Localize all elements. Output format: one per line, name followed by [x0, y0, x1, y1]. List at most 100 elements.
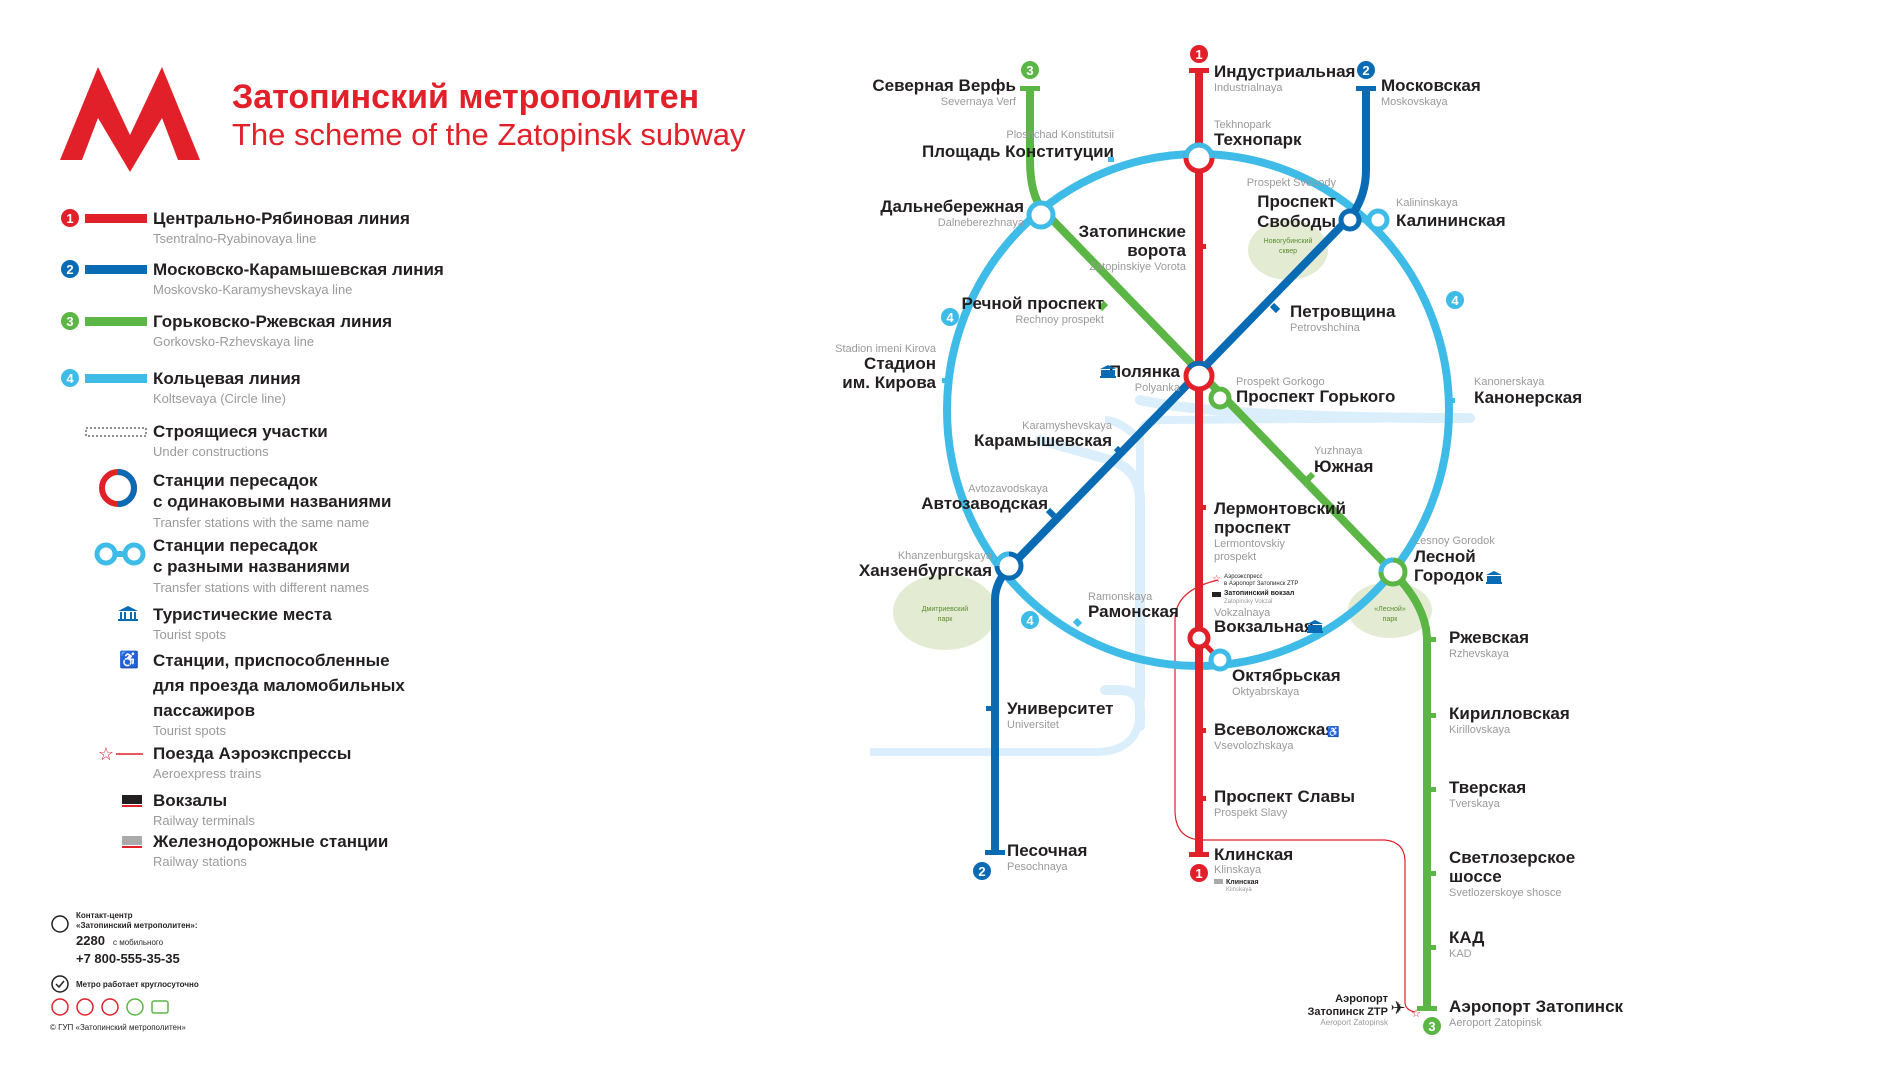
station-aeroport-zatopinsk-en: Aeroport Zatopinsk — [1449, 1017, 1542, 1029]
station-khanzenburgskaya[interactable]: Ханзенбургская — [859, 561, 992, 580]
station-prospekt-gorkogo[interactable]: Проспект Горького — [1236, 387, 1395, 406]
station-tverskaya[interactable]: Тверская — [1449, 778, 1526, 797]
railway-terminal-icon — [122, 795, 142, 807]
station-stadion-2[interactable]: им. Кирова — [842, 373, 936, 392]
station-prospekt-svobody-2[interactable]: Свободы — [1257, 212, 1336, 231]
station-svetlozerskoe-2[interactable]: шоссе — [1449, 867, 1502, 886]
station-oktyabrskaya-en: Oktyabrskaya — [1232, 686, 1300, 698]
station-kirillovskaya[interactable]: Кирилловская — [1449, 704, 1570, 723]
station-zatopinskie-vorota-2[interactable]: ворота — [1127, 241, 1186, 260]
station-aeroport-zatopinsk[interactable]: Аэропорт Затопинск — [1449, 997, 1624, 1016]
station-karamyshevskaya[interactable]: Карамышевская — [974, 431, 1112, 450]
park-dmitrievsky-label: Дмитриевский — [922, 605, 968, 613]
legend-line-4-ru: Кольцевая линия — [153, 369, 301, 388]
node-kalininskaya[interactable] — [1366, 208, 1390, 232]
station-prospekt-svobody-1[interactable]: Проспект — [1257, 192, 1336, 211]
line-2-badge-icon — [61, 260, 79, 278]
legend-aeroexpress-en: Aeroexpress trains — [153, 766, 262, 781]
station-avtozavodskaya[interactable]: Автозаводская — [921, 494, 1048, 513]
tourist-icon — [1307, 620, 1323, 633]
line-2-track — [991, 88, 1370, 852]
tick-yuzhnaya — [1304, 471, 1316, 483]
legend-line-2-ru: Московско-Карамышевская линия — [153, 260, 444, 279]
station-rechnoy-en: Rechnoy prospekt — [1015, 314, 1104, 326]
station-ploshchad-konstitutsii[interactable]: Площадь Конституции — [922, 142, 1114, 161]
line-3-badge-north-icon — [1021, 61, 1039, 79]
legend-under-construction-ru: Строящиеся участки — [153, 422, 328, 441]
legend-aeroexpress-ru: Поезда Аэроэкспрессы — [153, 744, 351, 763]
line-1-south-terminus — [1189, 852, 1209, 857]
station-ramonskaya[interactable]: Рамонская — [1088, 602, 1179, 621]
station-klinskaya-en: Klinskaya — [1214, 864, 1262, 876]
legend-rail-stations-en: Railway stations — [153, 854, 247, 869]
station-lesnoy-gorodok-2[interactable]: Городок — [1414, 566, 1484, 585]
station-yuzhnaya[interactable]: Южная — [1314, 457, 1373, 476]
station-klinskaya[interactable]: Клинская — [1214, 845, 1293, 864]
under-construction-swatch — [85, 427, 147, 437]
station-rzhevskaya-en: Rzhevskaya — [1449, 648, 1510, 660]
legend-accessible-en: Tourist spots — [153, 723, 226, 738]
node-oktyabrskaya[interactable] — [1208, 648, 1232, 672]
copyright: © ГУП «Затопинский метрополитен» — [50, 1023, 186, 1032]
node-vokzalnaya[interactable] — [1187, 626, 1211, 650]
station-ticks — [942, 157, 1455, 950]
station-zatopinskie-vorota-1[interactable]: Затопинские — [1079, 222, 1186, 241]
legend-transfer-same-en: Transfer stations with the same name — [153, 515, 369, 530]
tick-lermontovsky — [1199, 505, 1206, 510]
tick-kanonerskaya — [1449, 398, 1455, 403]
station-labels: Индустриальная Industrialnaya Tekhnopark… — [835, 62, 1623, 1029]
line-3-north-terminus — [1020, 86, 1040, 91]
node-prospekt-gorkogo[interactable] — [1208, 386, 1232, 410]
station-pesochnaya[interactable]: Песочная — [1007, 841, 1087, 860]
station-universitet[interactable]: Университет — [1007, 699, 1114, 718]
legend-transfer-same-ru1: Станции пересадок — [153, 471, 318, 490]
station-lesnoy-gorodok-en: Lesnoy Gorodok — [1414, 535, 1495, 547]
station-polyanka[interactable]: Полянка — [1109, 362, 1181, 381]
tick-karamyshevskaya — [1113, 445, 1125, 457]
aeroexpress-note-2: в Аэропорт Затопинск ZTP — [1224, 581, 1298, 587]
station-oktyabrskaya[interactable]: Октябрьская — [1232, 666, 1341, 685]
station-petrovshchina[interactable]: Петровщина — [1290, 302, 1396, 321]
radiation-icon — [126, 998, 144, 1016]
phone-icon — [51, 915, 69, 933]
station-kalininskaya[interactable]: Калининская — [1396, 211, 1506, 230]
line-3-badge-icon — [61, 312, 79, 330]
railway-station-icon — [1214, 879, 1223, 884]
legend-line-1-number: 1 — [66, 211, 73, 226]
station-kanonerskaya-en: Kanonerskaya — [1474, 376, 1545, 388]
station-kad[interactable]: КАД — [1449, 928, 1484, 947]
station-yuzhnaya-en: Yuzhnaya — [1314, 445, 1363, 457]
station-tekhnopark[interactable]: Технопарк — [1214, 130, 1302, 149]
station-kalininskaya-en: Kalininskaya — [1396, 197, 1459, 209]
station-severnaya-verf[interactable]: Северная Верфь — [872, 76, 1016, 95]
node-prospekt-svobody[interactable] — [1338, 208, 1362, 232]
node-dalneberezhnaya[interactable] — [1026, 200, 1056, 230]
legend-line-3-swatch — [85, 317, 147, 326]
station-ploshchad-konstitutsii-en: Ploshchad Konstitutsii — [1006, 129, 1114, 141]
station-industrialnaya[interactable]: Индустриальная — [1214, 62, 1355, 81]
line-badges: 1 1 2 2 3 3 4 4 4 — [941, 45, 1464, 1035]
station-vsevolozhskaya[interactable]: Всеволожская — [1214, 720, 1335, 739]
line-1-north-terminus — [1189, 68, 1209, 73]
legend-line-4-number: 4 — [66, 371, 74, 386]
station-zatopinskie-vorota-en: Zatopinskiye Vorota — [1089, 261, 1186, 273]
no-food-icon — [76, 998, 94, 1016]
station-stadion-1[interactable]: Стадион — [864, 354, 936, 373]
station-rzhevskaya[interactable]: Ржевская — [1449, 628, 1529, 647]
station-svetlozerskoe-1[interactable]: Светлозерское — [1449, 848, 1575, 867]
station-prospekt-slavy[interactable]: Проспект Славы — [1214, 787, 1355, 806]
station-rechnoy[interactable]: Речной проспект — [962, 294, 1104, 313]
station-moskovskaya[interactable]: Московская — [1381, 76, 1481, 95]
station-vokzalnaya[interactable]: Вокзальная — [1214, 617, 1314, 636]
line-4-badge-west-num: 4 — [946, 310, 954, 325]
line-3-badge-south-num: 3 — [1428, 1019, 1435, 1034]
tick-petrovshchina — [1269, 302, 1281, 314]
station-lesnoy-gorodok-1[interactable]: Лесной — [1414, 547, 1476, 566]
station-kanonerskaya[interactable]: Канонерская — [1474, 388, 1582, 407]
station-svetlozerskoe-en: Svetlozerskoye shosce — [1449, 887, 1562, 899]
line-2-north-terminus — [1356, 86, 1376, 91]
station-lermontovsky-2[interactable]: проспект — [1214, 518, 1291, 537]
station-lermontovsky-1[interactable]: Лермонтовский — [1214, 499, 1346, 518]
station-dalneberezhnaya[interactable]: Дальнебережная — [880, 197, 1024, 216]
legend-line-1-ru: Центрально-Рябиновая линия — [153, 209, 410, 228]
